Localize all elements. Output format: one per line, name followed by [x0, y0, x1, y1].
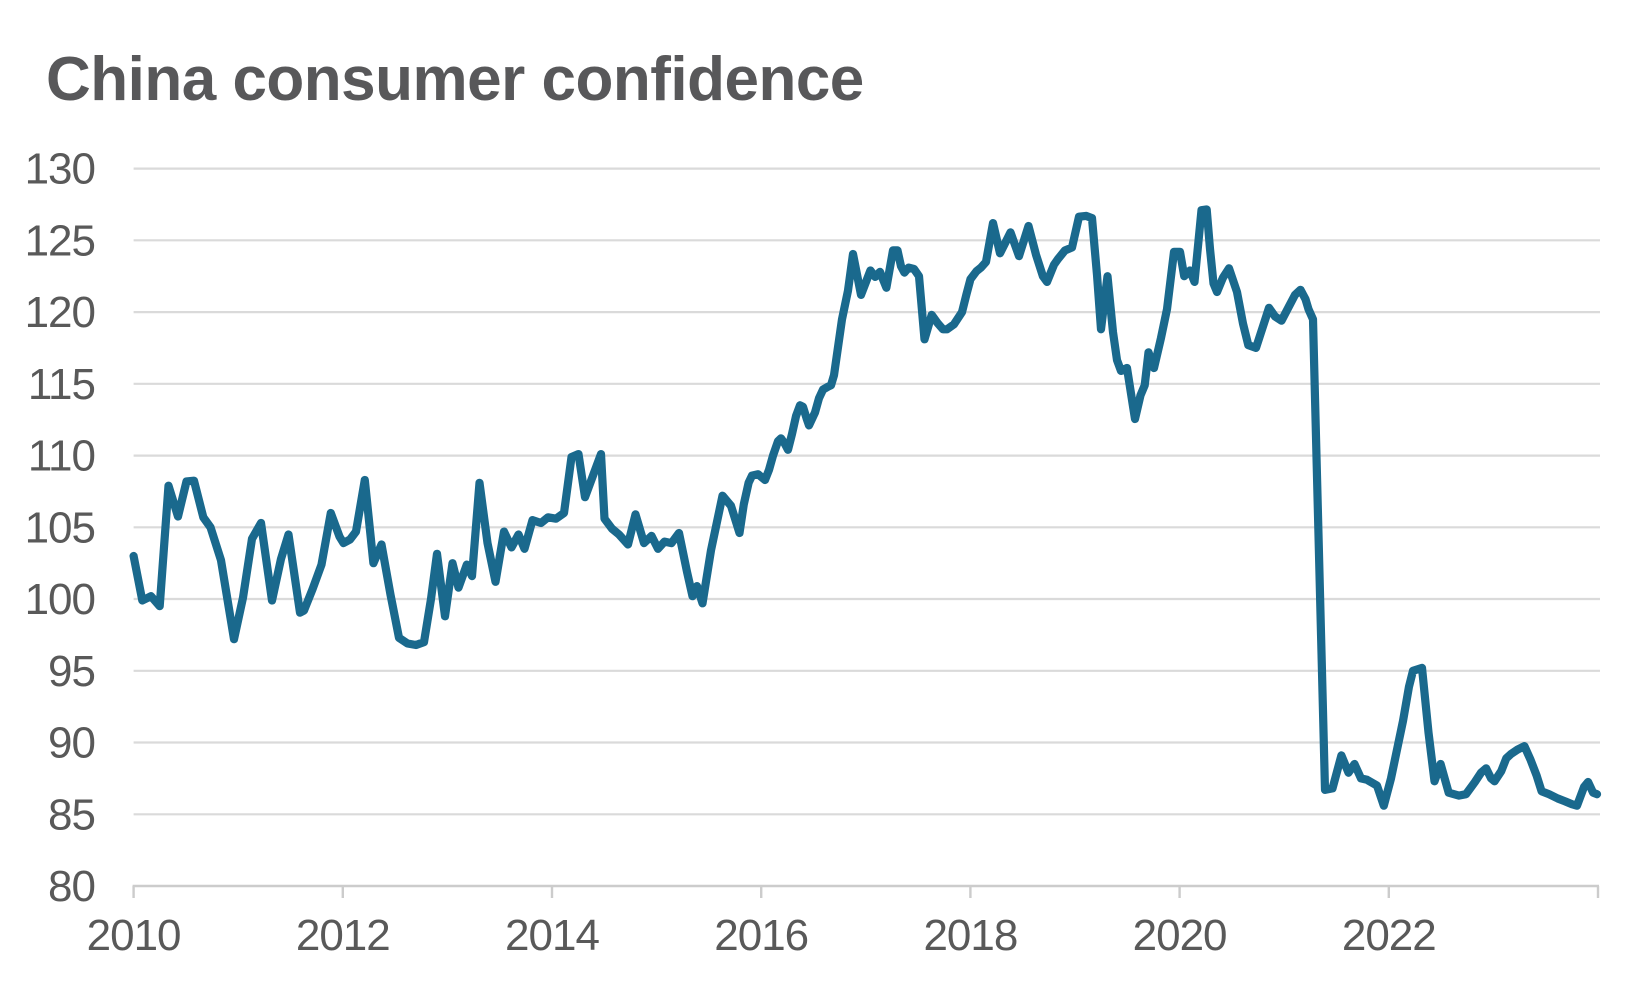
svg-text:2018: 2018 [923, 911, 1017, 960]
svg-text:2020: 2020 [1133, 911, 1227, 960]
svg-text:110: 110 [28, 432, 95, 481]
svg-text:95: 95 [48, 647, 95, 696]
svg-text:2022: 2022 [1342, 911, 1436, 960]
svg-text:85: 85 [48, 790, 95, 839]
svg-text:90: 90 [48, 719, 95, 768]
svg-text:105: 105 [25, 503, 95, 552]
svg-text:2010: 2010 [87, 911, 181, 960]
svg-text:2014: 2014 [505, 911, 599, 960]
svg-text:115: 115 [28, 360, 95, 409]
svg-text:2012: 2012 [296, 911, 390, 960]
svg-text:130: 130 [25, 145, 95, 194]
svg-text:China consumer confidence: China consumer confidence [46, 45, 864, 114]
svg-text:120: 120 [25, 288, 95, 337]
svg-text:80: 80 [48, 862, 95, 911]
svg-text:2016: 2016 [714, 911, 808, 960]
svg-text:100: 100 [25, 575, 95, 624]
svg-text:125: 125 [25, 216, 95, 265]
